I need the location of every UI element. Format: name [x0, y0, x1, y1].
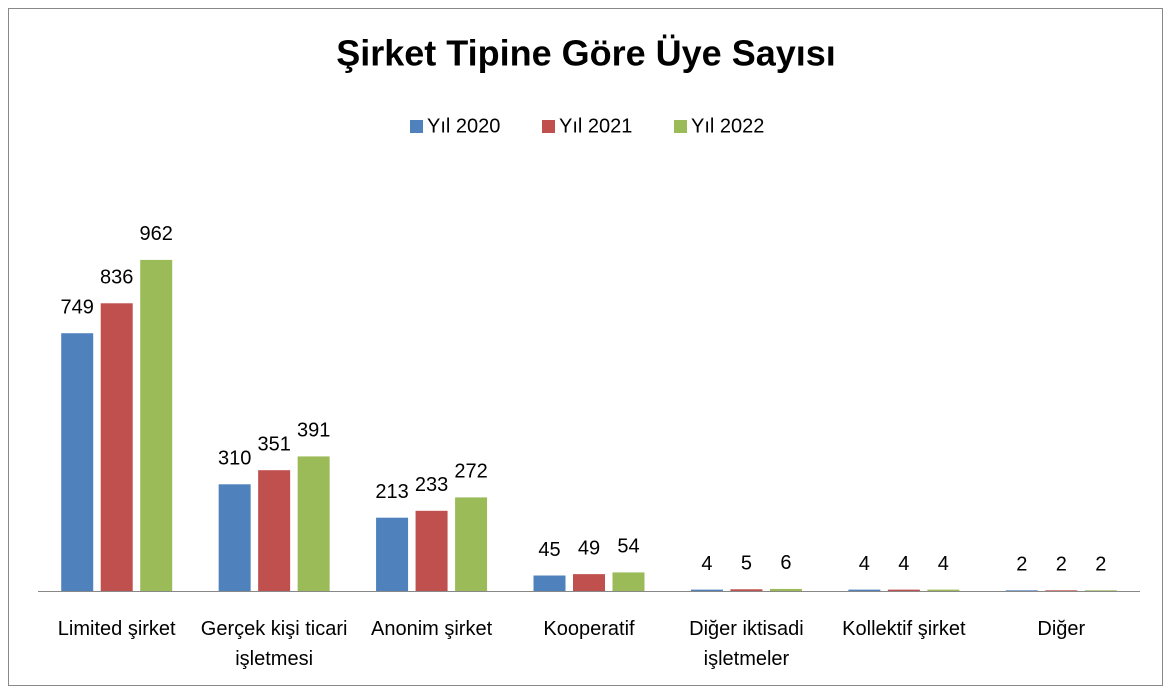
- x-tick-label: Kooperatif: [543, 618, 635, 640]
- bar: [533, 575, 566, 591]
- bar: [218, 484, 251, 591]
- data-label: 310: [218, 448, 251, 470]
- data-label: 351: [257, 433, 290, 455]
- bar: [690, 589, 723, 591]
- data-label: 49: [578, 537, 600, 559]
- data-label: 836: [100, 267, 133, 289]
- data-label: 4: [898, 553, 909, 575]
- bar: [61, 333, 94, 591]
- x-tick-label: Diğer iktisadi işletmeler: [689, 618, 804, 670]
- legend-swatch: [674, 120, 687, 133]
- bar: [100, 303, 133, 591]
- legend-swatch: [542, 120, 555, 133]
- data-label: 962: [140, 223, 173, 245]
- data-label: 391: [297, 420, 330, 442]
- x-tick-label: Anonim şirket: [370, 618, 493, 640]
- x-tick-label: Gerçek kişi ticari işletmesi: [200, 618, 348, 670]
- bar: [376, 517, 409, 591]
- data-label: 5: [741, 553, 752, 575]
- data-label: 4: [701, 553, 712, 575]
- bar: [455, 497, 488, 591]
- bar: [769, 588, 802, 591]
- data-label: 4: [859, 553, 870, 575]
- bar: [573, 574, 605, 591]
- data-label: 2: [1056, 554, 1067, 576]
- bar: [1045, 590, 1078, 591]
- bar: [297, 456, 330, 591]
- data-label: 6: [780, 552, 791, 574]
- x-tick-label: Kollektif şirket: [842, 618, 966, 640]
- bar: [415, 510, 448, 591]
- bar: [927, 589, 960, 591]
- bar: [140, 259, 173, 591]
- chart-title: Şirket Tipine Göre Üye Sayısı: [336, 33, 836, 74]
- chart-border: [8, 8, 1163, 686]
- data-label: 54: [617, 536, 639, 558]
- bar: [1005, 590, 1038, 591]
- data-label: 2: [1095, 554, 1106, 576]
- data-label: 213: [375, 481, 408, 503]
- x-tick-label: Limited şirket: [57, 618, 176, 640]
- bar: [848, 589, 881, 591]
- data-label: 233: [415, 474, 448, 496]
- bar: [730, 589, 763, 591]
- legend-label: Yıl 2021: [559, 115, 632, 137]
- x-tick-label: Diğer: [1037, 618, 1086, 640]
- data-label: 749: [61, 297, 94, 319]
- bar: [612, 572, 645, 591]
- bar: [1084, 590, 1117, 591]
- data-label: 272: [454, 461, 487, 483]
- legend-swatch: [410, 120, 423, 133]
- data-label: 4: [938, 553, 949, 575]
- legend-label: Yıl 2020: [427, 115, 500, 137]
- bar: [258, 470, 291, 591]
- data-label: 45: [538, 539, 560, 561]
- data-label: 2: [1016, 554, 1027, 576]
- bar: [887, 589, 920, 591]
- legend-label: Yıl 2022: [691, 115, 764, 137]
